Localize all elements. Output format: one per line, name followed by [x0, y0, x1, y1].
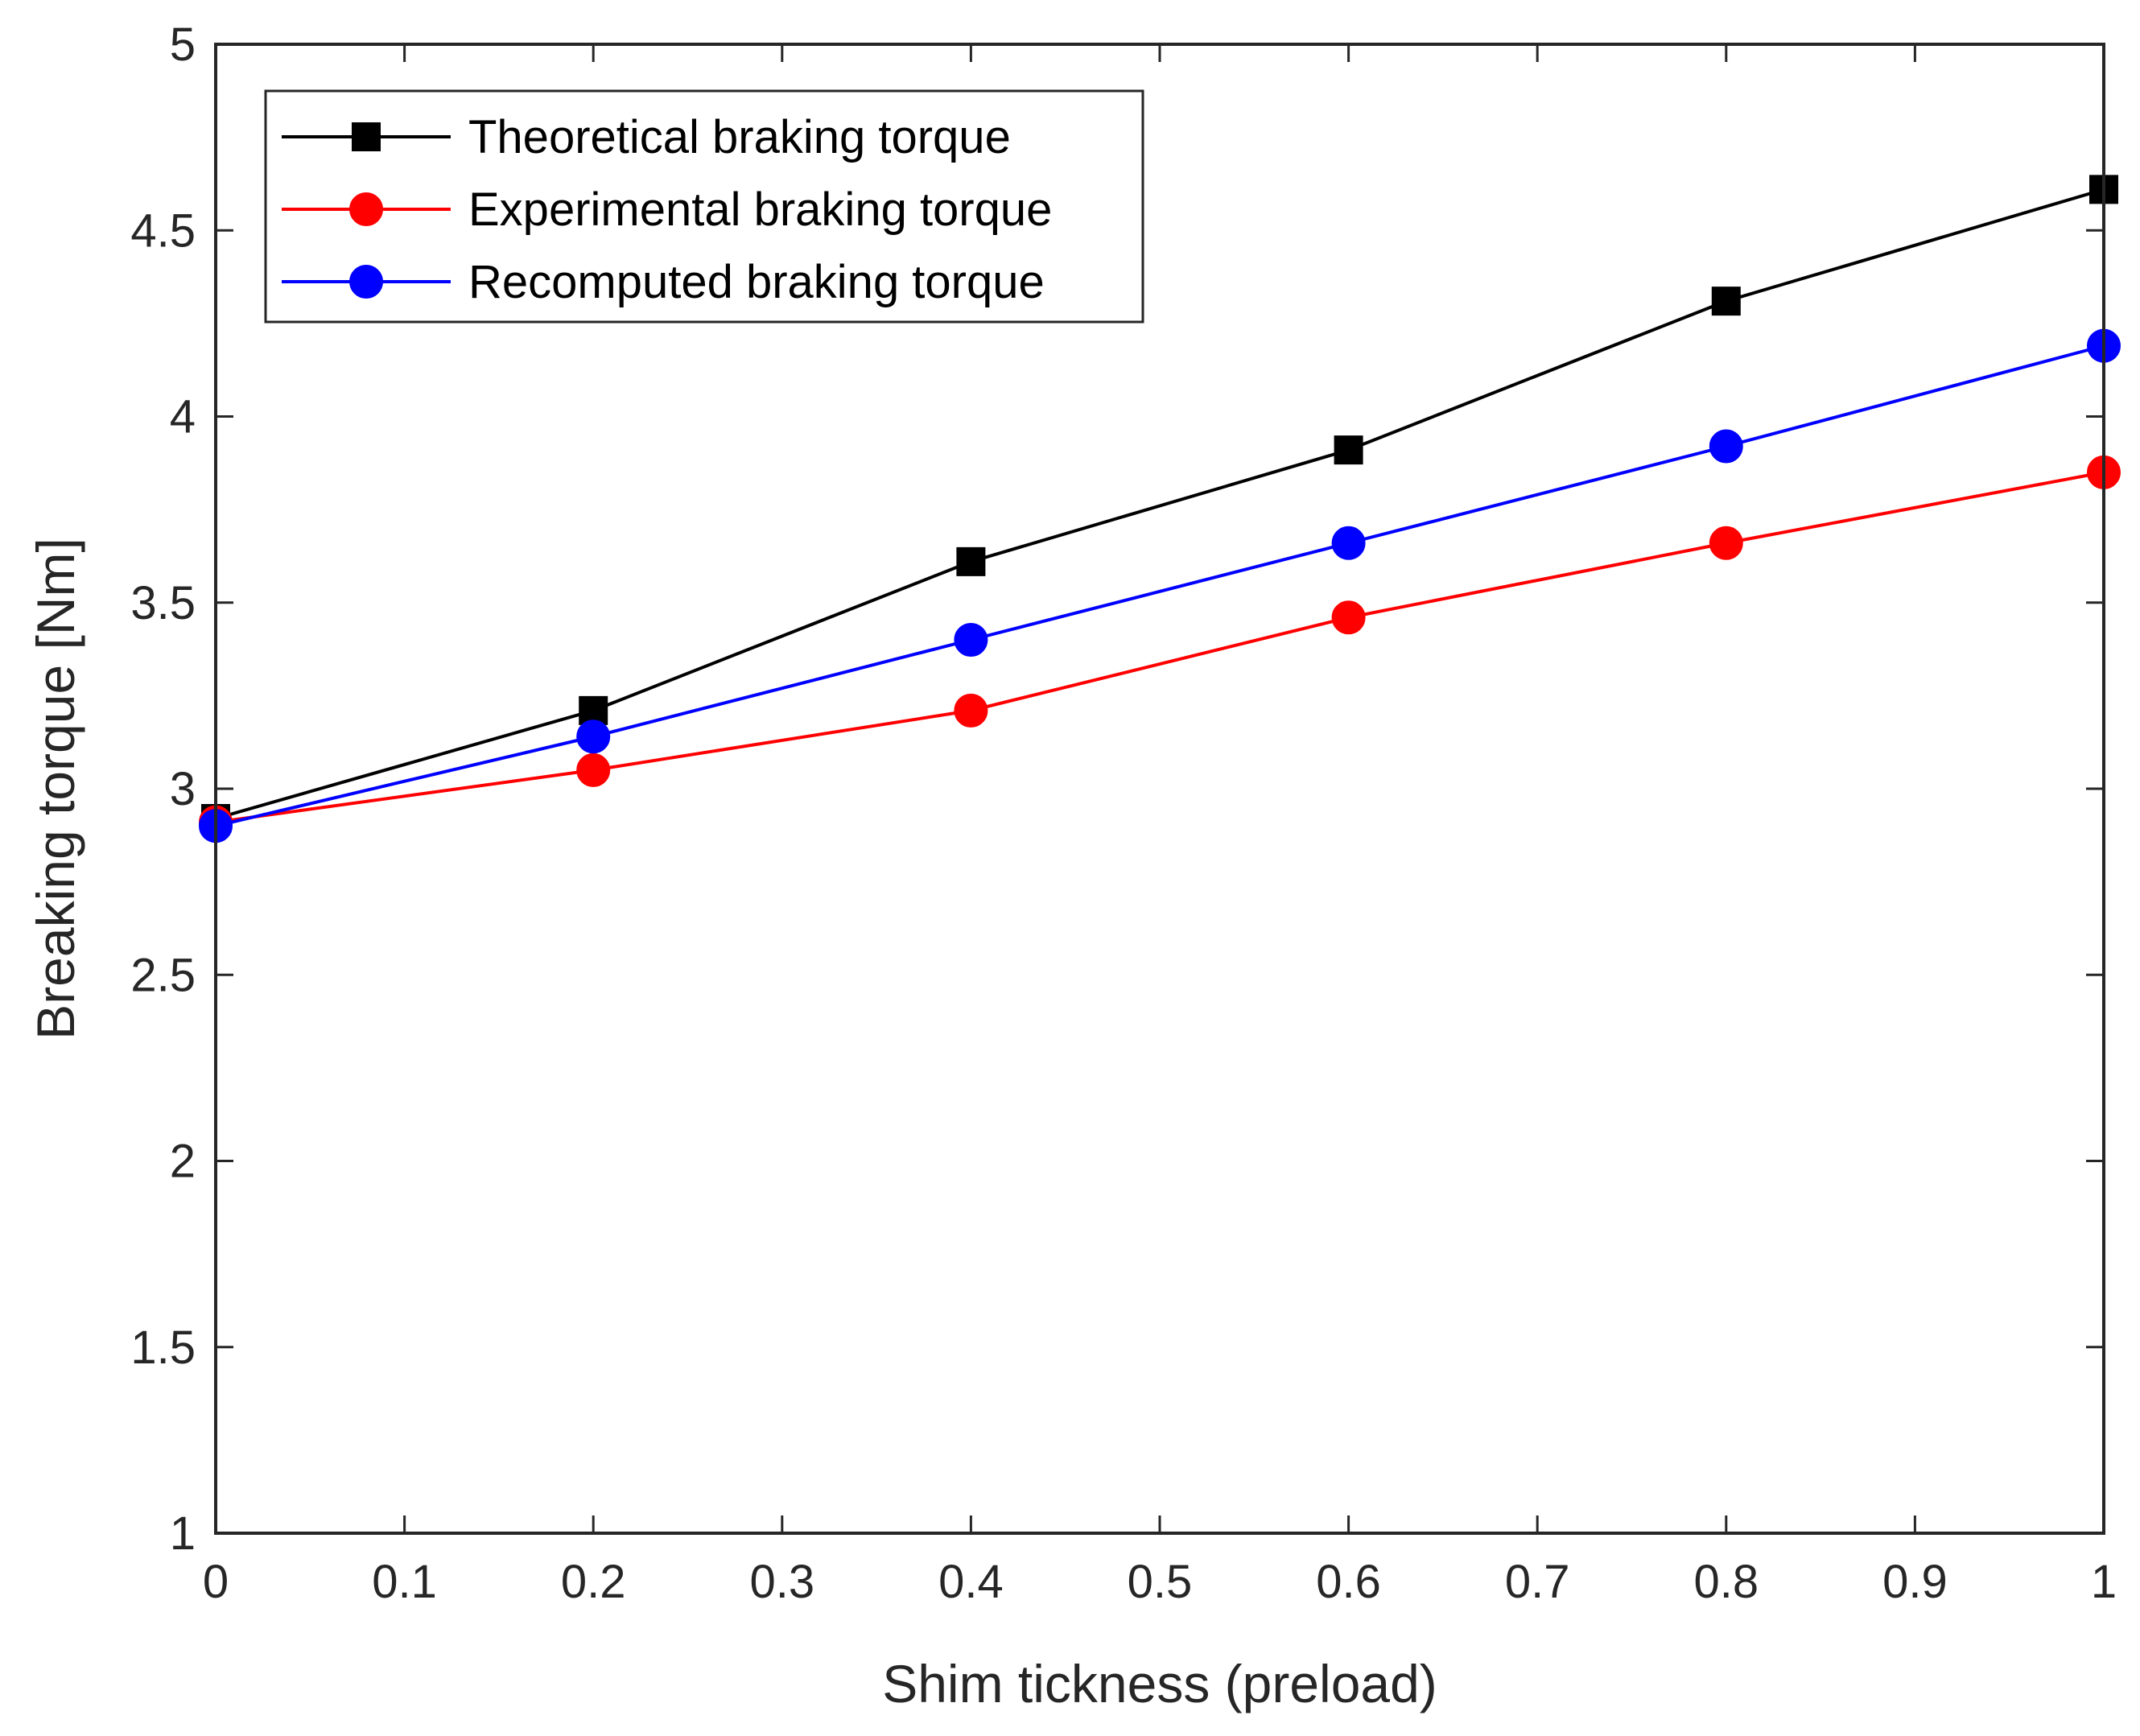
x-tick-label: 0.2	[561, 1556, 626, 1608]
y-tick-label: 1	[170, 1507, 196, 1560]
y-axis-title: Breaking torque [Nm]	[26, 538, 85, 1040]
legend-label: Recomputed braking torque	[468, 256, 1045, 308]
y-tick-label: 1.5	[130, 1322, 196, 1374]
data-point	[1331, 526, 1366, 560]
x-tick-label: 0.7	[1505, 1556, 1570, 1608]
y-tick-label: 2.5	[130, 949, 196, 1001]
x-tick-label: 0.3	[749, 1556, 814, 1608]
data-point	[1331, 600, 1366, 635]
x-tick-label: 0.5	[1128, 1556, 1193, 1608]
y-tick-label: 5	[170, 19, 196, 71]
x-tick-label: 0.9	[1882, 1556, 1948, 1608]
series-line	[215, 344, 2105, 828]
x-tick-label: 0.6	[1316, 1556, 1381, 1608]
data-point	[954, 623, 988, 657]
x-axis-title: Shim tickness (preload)	[882, 1654, 1437, 1713]
legend-box	[264, 89, 1144, 324]
legend-marker	[349, 265, 383, 299]
legend-label: Theoretical braking torque	[468, 111, 1011, 163]
x-tick-label: 0.1	[372, 1556, 437, 1608]
data-point	[1711, 287, 1741, 316]
y-tick-label: 4	[170, 391, 196, 443]
axes-box	[214, 43, 2105, 1535]
series-layer	[199, 175, 2121, 843]
legend-label: Experimental braking torque	[468, 183, 1052, 236]
legend-marker	[352, 122, 381, 151]
legend-marker	[349, 192, 383, 226]
legend: Theoretical braking torque Experimental b…	[264, 89, 1144, 324]
data-point	[576, 753, 611, 787]
x-tick-label: 0	[203, 1556, 229, 1608]
x-tick-label: 0.4	[938, 1556, 1004, 1608]
data-point	[1709, 429, 1743, 464]
series-line	[215, 188, 2105, 820]
data-point	[1334, 435, 1363, 465]
data-point	[956, 546, 986, 576]
series-3	[199, 328, 2121, 843]
y-tick-label: 3.5	[130, 577, 196, 629]
x-tick-label: 0.8	[1693, 1556, 1759, 1608]
data-point	[1709, 526, 1743, 560]
series-2	[199, 455, 2121, 839]
y-tick-label: 4.5	[130, 204, 196, 257]
x-tick-label: 1	[2091, 1556, 2117, 1608]
y-tick-label: 2	[170, 1136, 196, 1188]
y-tick-label: 3	[170, 763, 196, 815]
legend-entry: Recomputed braking torque	[282, 256, 1045, 308]
legend-entry: Theoretical braking torque	[282, 111, 1011, 163]
tick-labels-layer: 0 0.1 0.2 0.3 0.4 0.5 0.6 0.7 0.8 0.9 1 1 1.5 2 2.5 3 3.…	[130, 19, 2117, 1608]
series-line	[215, 470, 2105, 824]
data-point	[576, 720, 611, 754]
data-point	[954, 693, 988, 728]
legend-entry: Experimental braking torque	[282, 183, 1052, 236]
